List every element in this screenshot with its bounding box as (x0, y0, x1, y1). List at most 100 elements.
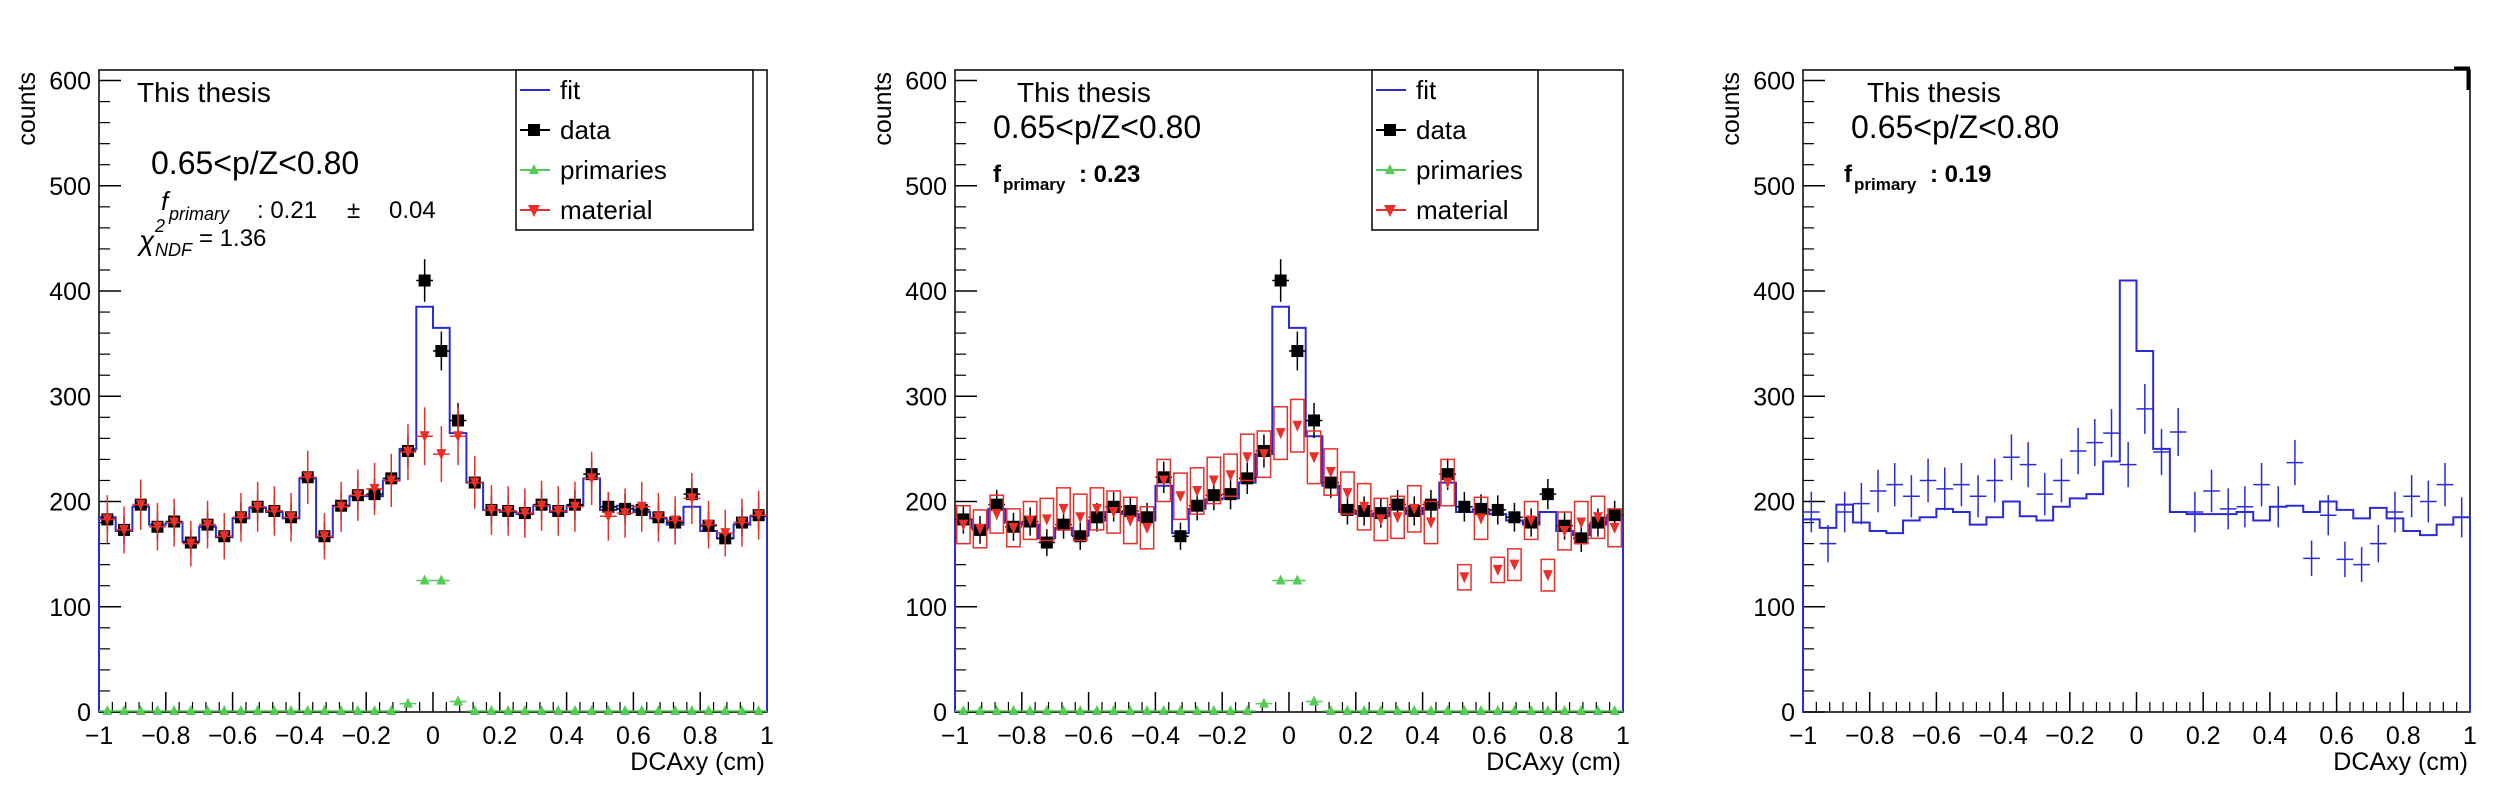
fprimary-value: : 0.19 (1930, 161, 1991, 188)
material-point (1342, 488, 1353, 500)
material-sys-box (1390, 495, 1405, 540)
primaries-point (453, 695, 464, 706)
material-point (302, 472, 313, 484)
primaries-point (1292, 574, 1303, 585)
material-point (753, 510, 764, 522)
primaries-point (1225, 704, 1236, 715)
x-tick-label: −0.4 (275, 722, 324, 750)
primaries-point (1142, 704, 1153, 715)
momentum-range: 0.65<p/Z<0.80 (993, 109, 1201, 145)
primaries-point (1559, 704, 1570, 715)
data-point (1541, 488, 1554, 501)
material-point (1058, 503, 1069, 515)
data-point (1508, 511, 1521, 524)
data-point (1324, 476, 1337, 489)
series-fit-line (1802, 279, 2471, 712)
material-point (991, 509, 1002, 521)
data-point (1441, 468, 1454, 481)
material-sys-box (1039, 497, 1055, 542)
primaries-point (352, 704, 363, 715)
x-tick-label: 0.4 (2253, 722, 2288, 750)
y-tick-label: 400 (905, 278, 947, 306)
fprimary-subscript: primary (1003, 175, 1066, 194)
x-tick-label: −0.4 (1978, 722, 2027, 750)
fprimary-value: : 0.21 (257, 197, 317, 224)
x-tick-label: 0 (2130, 722, 2144, 750)
legend-marker-primaries (529, 164, 539, 174)
primaries-point (436, 574, 447, 585)
x-tick-label: 0.2 (482, 722, 517, 750)
primaries-point (119, 704, 130, 715)
material-point (1375, 514, 1386, 526)
material-point (1041, 514, 1052, 526)
material-point (1592, 512, 1603, 524)
material-point (1125, 515, 1136, 527)
material-point (553, 505, 564, 517)
material-sys-box (1156, 458, 1172, 503)
y-tick-label: 200 (1753, 489, 1795, 517)
primaries-point (269, 704, 280, 715)
x-tick-label: 0 (426, 722, 440, 750)
primaries-point (319, 704, 330, 715)
y-tick-label: 300 (49, 383, 91, 411)
material-sys-box (1223, 453, 1238, 497)
primaries-point (1392, 704, 1403, 715)
primaries-point (519, 704, 530, 715)
material-point (152, 521, 163, 533)
material-point (402, 447, 413, 459)
momentum-range: 0.65<p/Z<0.80 (1851, 109, 2059, 145)
material-sys-box (1356, 482, 1372, 531)
material-point (185, 538, 196, 550)
material-point (736, 517, 747, 529)
y-tick-label: 0 (933, 699, 947, 727)
fprimary-value: : 0.23 (1079, 161, 1140, 188)
x-tick-label: −0.2 (342, 722, 391, 750)
legend-marker-material (1384, 205, 1396, 217)
primaries-point (1192, 704, 1203, 715)
material-point (1108, 507, 1119, 519)
primaries-point (991, 704, 1002, 715)
primaries-point (469, 704, 480, 715)
y-tick-label: 200 (905, 489, 947, 517)
primaries-point (1576, 704, 1587, 715)
material-point (286, 512, 297, 524)
material-point (419, 431, 430, 443)
primaries-point (1409, 704, 1420, 715)
material-point (319, 531, 330, 543)
material-point (1576, 517, 1587, 529)
fprimary-error: 0.04 (389, 197, 436, 224)
material-point (1392, 512, 1403, 524)
material-point (1309, 452, 1320, 464)
y-tick-label: 100 (49, 594, 91, 622)
fprimary-symbol: f (993, 161, 1002, 188)
material-sys-box (1590, 495, 1606, 540)
primaries-point (1275, 574, 1286, 585)
material-sys-box (1323, 448, 1339, 496)
y-tick-label: 500 (905, 173, 947, 201)
material-point (1526, 515, 1537, 527)
material-sys-box (989, 494, 1005, 534)
material-point (686, 493, 697, 505)
x-tick-label: −1 (85, 722, 114, 750)
primaries-point (185, 704, 196, 715)
material-sys-box (1089, 487, 1105, 531)
material-point (1192, 485, 1203, 497)
material-point (1425, 517, 1436, 529)
x-tick-label: 0.4 (1405, 722, 1440, 750)
x-tick-label: −0.6 (1064, 722, 1113, 750)
x-tick-label: −0.2 (1198, 722, 1247, 750)
material-point (703, 519, 714, 531)
material-point (135, 499, 146, 511)
primaries-point (135, 704, 146, 715)
material-sys-box (1306, 430, 1322, 485)
material-point (1175, 491, 1186, 503)
data-point (1191, 499, 1204, 512)
material-sys-box (1540, 558, 1556, 592)
primaries-point (536, 704, 547, 715)
primaries-point (653, 704, 664, 715)
y-tick-label: 400 (1753, 278, 1795, 306)
material-sys-box (1557, 511, 1572, 551)
fprimary-subscript: primary (1854, 175, 1917, 194)
